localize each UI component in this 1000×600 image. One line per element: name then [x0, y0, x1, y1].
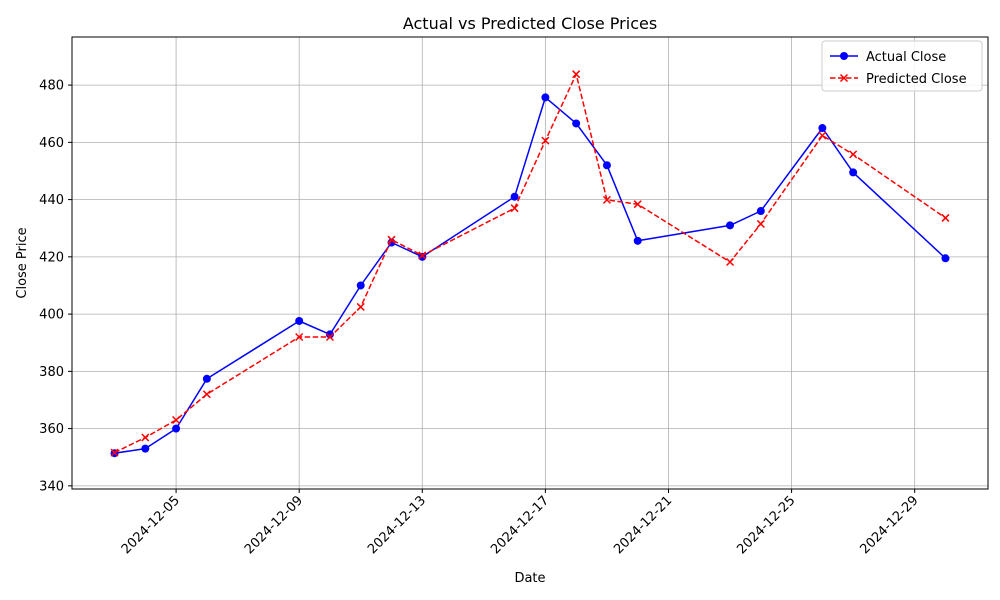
data-point-predicted: [418, 251, 427, 260]
data-point-actual: [818, 124, 827, 133]
y-axis-label: Close Price: [15, 227, 30, 298]
data-point-predicted: [202, 390, 211, 399]
data-point-predicted: [356, 302, 365, 311]
data-point-actual: [325, 330, 334, 339]
legend-marker-actual: [840, 52, 848, 60]
chart-title: Actual vs Predicted Close Prices: [403, 14, 657, 33]
data-point-predicted: [756, 219, 765, 228]
data-point-actual: [572, 119, 581, 128]
legend-label-predicted: Predicted Close: [866, 72, 967, 87]
y-tick-label: 420: [39, 250, 64, 265]
data-point-actual: [602, 161, 611, 170]
grid: [72, 37, 988, 489]
data-point-predicted: [818, 131, 827, 140]
data-point-actual: [726, 221, 735, 230]
data-point-predicted: [941, 213, 950, 222]
data-point-predicted: [510, 204, 519, 213]
data-point-predicted: [110, 448, 119, 457]
data-point-predicted: [602, 195, 611, 204]
data-point-actual: [541, 93, 550, 102]
data-point-actual: [756, 207, 765, 216]
y-tick-label: 380: [39, 365, 64, 380]
y-tick-label: 340: [39, 479, 64, 494]
data-point-actual: [295, 316, 304, 325]
data-point-predicted: [849, 150, 858, 159]
data-point-predicted: [541, 136, 550, 145]
data-point-predicted: [726, 257, 735, 267]
data-point-actual: [941, 254, 950, 263]
legend-box: [821, 40, 983, 92]
data-point-actual: [633, 236, 642, 245]
x-axis-label: Date: [514, 571, 545, 586]
data-point-actual: [172, 424, 181, 433]
legend: Actual Close Predicted Close: [821, 40, 983, 92]
data-point-actual: [849, 168, 858, 177]
y-tick-label: 460: [39, 136, 64, 151]
data-point-predicted: [172, 415, 181, 425]
legend-marker-predicted: [839, 73, 849, 83]
y-tick-label: 360: [39, 422, 64, 437]
data-point-actual: [202, 374, 211, 383]
data-point-actual: [141, 444, 150, 453]
data-point-predicted: [295, 332, 304, 342]
data-point-predicted: [141, 433, 150, 442]
legend-entry-actual: Actual Close: [830, 50, 946, 65]
legend-entry-predicted: Predicted Close: [830, 72, 967, 87]
data-point-predicted: [572, 70, 581, 79]
legend-label-actual: Actual Close: [866, 50, 946, 65]
y-tick-label: 480: [39, 79, 64, 94]
data-point-actual: [510, 192, 519, 201]
data-point-predicted: [387, 235, 396, 244]
data-point-predicted: [633, 200, 642, 209]
y-tick-label: 440: [39, 193, 64, 208]
y-tick-label: 400: [39, 308, 64, 323]
data-point-actual: [356, 281, 365, 290]
plot-frame: [71, 36, 989, 490]
data-point-predicted: [325, 332, 334, 342]
series-layer: [110, 70, 950, 458]
